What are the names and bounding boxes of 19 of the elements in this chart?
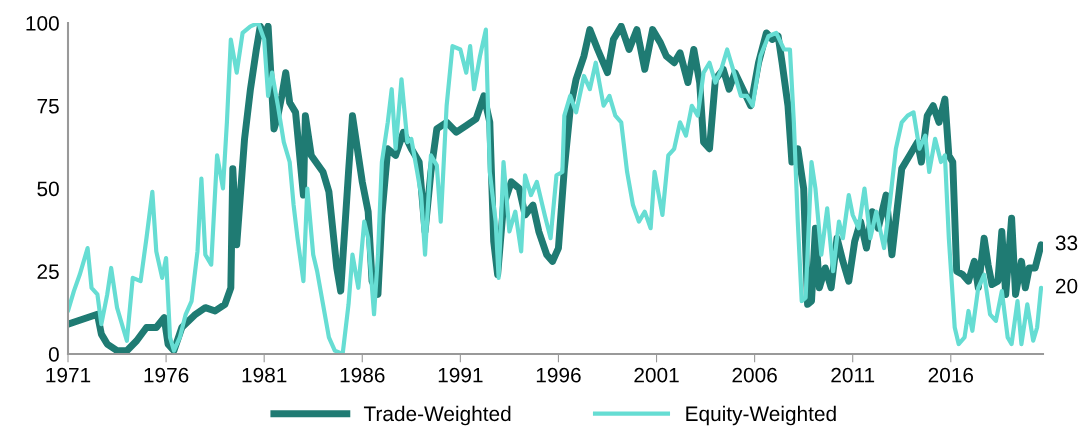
x-tick-label: 2011 [831, 367, 875, 383]
x-tick-label: 1971 [46, 367, 91, 383]
y-tick-label: 75 [37, 98, 59, 114]
x-tick-label: 1981 [242, 367, 287, 383]
x-tick-label: 1986 [340, 367, 385, 383]
annotation: 33 [1055, 235, 1078, 251]
legend-label: Equity-Weighted [686, 405, 836, 426]
x-tick-label: 1996 [536, 367, 581, 383]
x-tick-label: 2001 [634, 367, 679, 383]
x-tick-label: 2006 [732, 367, 777, 383]
y-tick-label: 50 [37, 181, 59, 197]
y-tick-label: 25 [37, 264, 59, 279]
x-tick-label: 1976 [144, 367, 189, 383]
y-tick-label: 100 [26, 16, 59, 31]
annotation: 20 [1055, 278, 1078, 294]
x-tick-label: 2016 [928, 367, 974, 383]
y-tick-label: 0 [48, 347, 59, 362]
x-tick-label: 1991 [438, 367, 483, 383]
legend-label: Trade-Weighted [363, 405, 511, 426]
